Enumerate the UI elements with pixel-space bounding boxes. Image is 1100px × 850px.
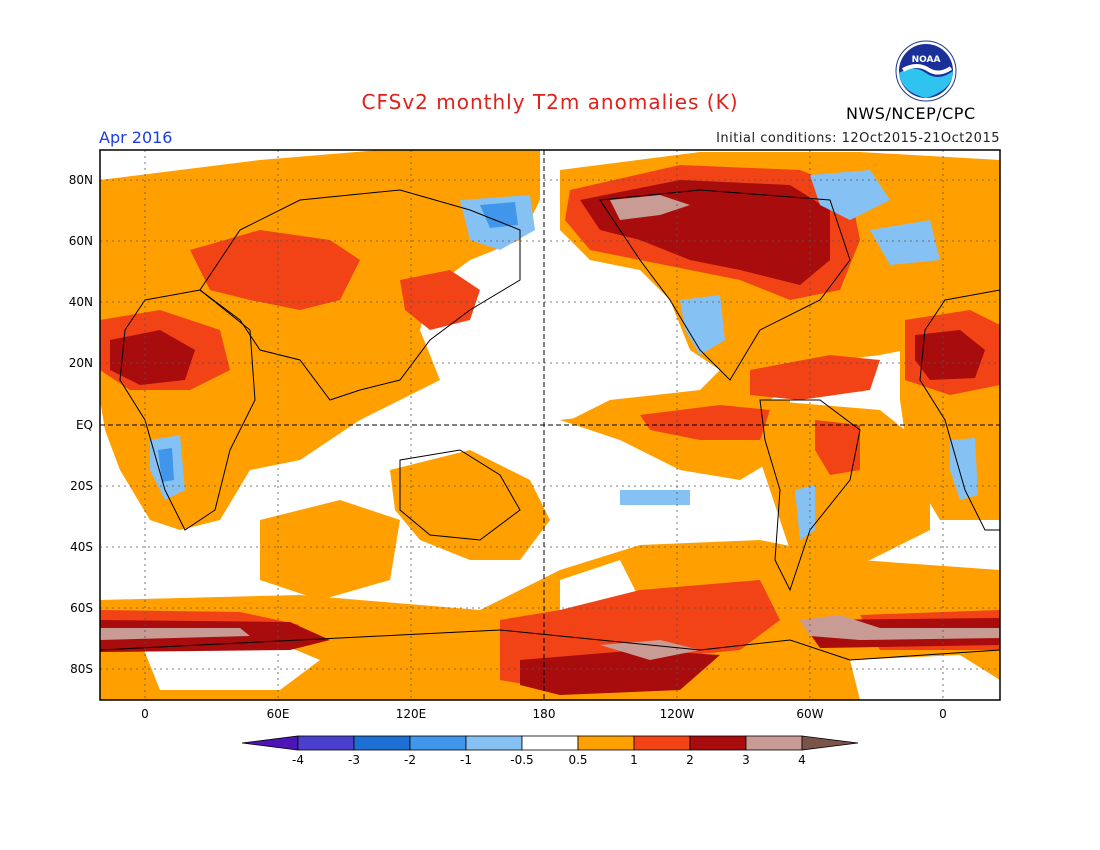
hot-region-central-asia <box>190 230 360 310</box>
cool-region-south-pacific <box>620 490 690 505</box>
colorbar-tick-label: 0.5 <box>568 753 587 767</box>
colorbar-arrow-high <box>801 735 859 751</box>
lat-label: 60N <box>69 234 93 248</box>
warm-region-indian-ocean <box>260 500 400 600</box>
colorbar: -4 -3 -2 -1 -0.5 0.5 1 2 3 4 <box>241 735 859 767</box>
colorbar-swatch <box>409 735 467 751</box>
colorbar-tick-label: 1 <box>630 753 638 767</box>
lon-labels: 0 60E 120E 180 120W 60W 0 <box>141 707 947 721</box>
extreme-region-antarctic-w <box>100 628 250 640</box>
lat-label: 20N <box>69 356 93 370</box>
valid-month-label: Apr 2016 <box>99 128 173 147</box>
extreme-region-arctic-canada <box>610 195 690 220</box>
cool-region-greenland <box>810 170 890 220</box>
lon-label: 120W <box>660 707 695 721</box>
hot-region-east-asia <box>400 270 480 330</box>
lat-label: 80S <box>70 662 93 676</box>
very-hot-region-sahara-east <box>915 330 985 380</box>
lat-labels: 80N 60N 40N 20N EQ 20S 40S 60S 80S <box>69 173 93 676</box>
lon-label: 0 <box>939 707 947 721</box>
colorbar-tick-label: -4 <box>292 753 304 767</box>
chart-title: CFSv2 monthly T2m anomalies (K) <box>361 90 739 114</box>
lon-label: 180 <box>533 707 556 721</box>
cool-region-north-atlantic <box>870 220 940 265</box>
lat-label: 60S <box>70 601 93 615</box>
hot-region-amazon <box>815 420 860 475</box>
noaa-logo-text: NOAA <box>912 55 941 65</box>
cool-region-south-africa-right <box>950 438 978 500</box>
hot-region-gulf <box>750 355 880 400</box>
colorbar-tick-label: -3 <box>348 753 360 767</box>
very-hot-region-antarctic-pacific <box>520 650 720 695</box>
graticule <box>100 150 1000 700</box>
cooler-region-north-pacific <box>480 202 518 228</box>
colorbar-swatch <box>577 735 635 751</box>
warm-region-australia <box>390 450 550 560</box>
agency-label: NWS/NCEP/CPC <box>846 104 976 123</box>
lon-label: 0 <box>141 707 149 721</box>
colorbar-swatch <box>745 735 803 751</box>
lon-label: 60W <box>796 707 823 721</box>
colorbar-tick-label: -0.5 <box>510 753 533 767</box>
colorbar-tick-label: 4 <box>798 753 806 767</box>
colorbar-swatch <box>689 735 747 751</box>
map-frame <box>99 149 1001 701</box>
initial-conditions-label: Initial conditions: 12Oct2015-21Oct2015 <box>716 131 1000 146</box>
colorbar-tick-label: -1 <box>460 753 472 767</box>
extreme-region-antarctic-e <box>800 615 1000 640</box>
colorbar-swatch <box>353 735 411 751</box>
lat-label: 40N <box>69 295 93 309</box>
noaa-logo-icon: NOAA <box>895 40 957 102</box>
very-hot-region-sahara-west <box>110 330 195 385</box>
lon-label: 60E <box>267 707 290 721</box>
colorbar-swatch <box>465 735 523 751</box>
lat-label: 40S <box>70 540 93 554</box>
cooler-region-africa <box>158 448 174 482</box>
colorbar-tick-label: 3 <box>742 753 750 767</box>
colorbar-arrow-low <box>241 735 299 751</box>
colorbar-swatch <box>633 735 691 751</box>
colorbar-swatch <box>521 735 579 751</box>
colorbar-tick-label: -2 <box>404 753 416 767</box>
lat-label: 80N <box>69 173 93 187</box>
coastlines <box>100 189 1000 661</box>
extreme-region-ross <box>600 640 700 660</box>
colorbar-swatch <box>297 735 355 751</box>
hot-region-eq-pacific <box>640 405 770 440</box>
colorbar-tick-label: 2 <box>686 753 694 767</box>
equator-dateline <box>100 150 1000 700</box>
lat-label: 20S <box>70 479 93 493</box>
lon-label: 120E <box>396 707 427 721</box>
lat-label: EQ <box>76 418 93 432</box>
cool-region-west-us <box>680 295 725 355</box>
